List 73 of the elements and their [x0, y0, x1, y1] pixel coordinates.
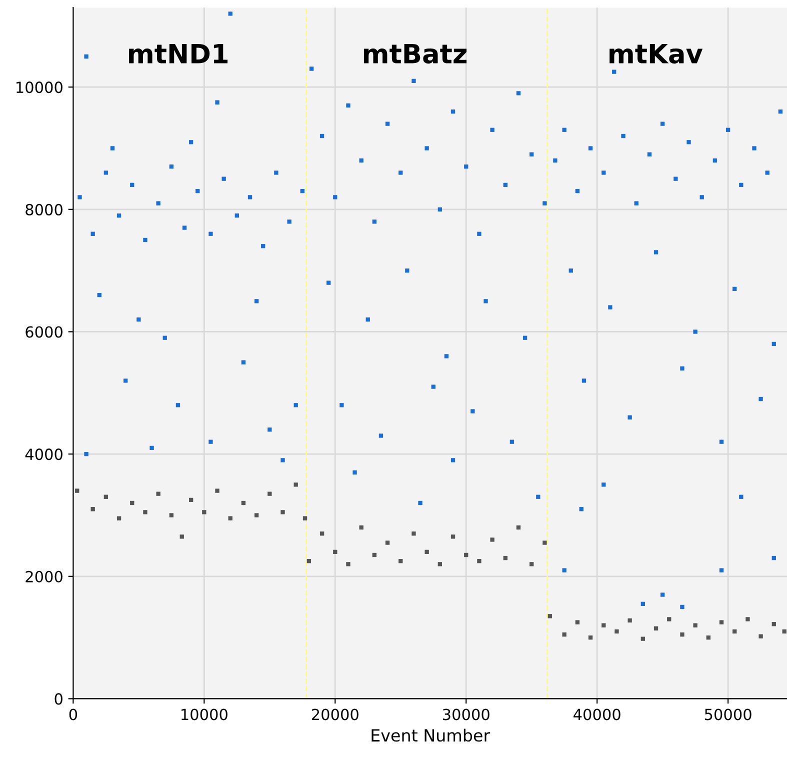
point	[412, 531, 416, 536]
point	[516, 525, 521, 530]
point	[575, 620, 580, 624]
point	[188, 498, 194, 502]
annotation: mtND1	[129, 44, 228, 64]
point	[490, 538, 494, 542]
x-tick-label: 20000	[312, 708, 358, 720]
point	[542, 540, 547, 545]
point	[75, 488, 80, 493]
point	[732, 629, 737, 634]
point	[254, 513, 259, 518]
point	[450, 534, 456, 539]
point	[372, 552, 377, 558]
point	[385, 540, 390, 545]
point	[464, 552, 468, 558]
point	[180, 534, 184, 539]
point	[706, 635, 710, 640]
point	[156, 492, 160, 496]
point	[640, 636, 646, 641]
point	[268, 492, 272, 496]
point	[202, 510, 206, 514]
annotation: mtBatz	[364, 44, 467, 64]
point	[438, 562, 442, 566]
point	[562, 632, 566, 637]
x-tick-label: 40000	[574, 708, 620, 720]
point	[530, 562, 534, 566]
point	[333, 550, 338, 554]
point	[359, 525, 364, 530]
point	[548, 614, 552, 618]
point	[398, 559, 403, 564]
x-tick-label: 50000	[704, 708, 752, 720]
point	[693, 623, 698, 628]
x-axis-title: Event Number	[372, 728, 490, 742]
point	[614, 629, 619, 634]
point	[241, 500, 246, 506]
point	[782, 629, 786, 634]
point	[772, 622, 776, 626]
point	[680, 632, 684, 637]
annotation: mtKav	[610, 44, 703, 64]
point	[719, 620, 724, 624]
point	[346, 562, 350, 566]
point	[215, 488, 220, 493]
point	[424, 550, 429, 554]
point	[104, 494, 108, 499]
point	[477, 559, 482, 564]
point	[130, 500, 134, 506]
point	[294, 482, 298, 487]
y-tick-label: 8000	[26, 204, 62, 216]
y-tick-label: 10000	[16, 82, 62, 94]
point	[306, 559, 312, 564]
point	[280, 510, 285, 514]
point	[320, 531, 324, 536]
point	[228, 516, 232, 520]
point	[746, 617, 750, 622]
x-tick-label: 30000	[442, 708, 490, 720]
y-tick-label: 0	[54, 693, 62, 705]
y-tick-label: 4000	[25, 448, 62, 460]
x-tick-label: 10000	[182, 708, 228, 720]
point	[758, 634, 763, 638]
y-tick-label: 6000	[26, 326, 62, 338]
point	[169, 513, 174, 518]
x-tick-label: 0	[69, 708, 78, 720]
point	[302, 516, 308, 520]
y-tick-label: 2000	[26, 570, 62, 582]
point	[588, 635, 593, 640]
point	[602, 623, 606, 628]
point	[90, 507, 95, 512]
point	[667, 617, 672, 622]
point	[654, 626, 658, 630]
point	[628, 618, 632, 623]
point	[143, 510, 148, 514]
point	[116, 516, 122, 520]
point	[503, 556, 508, 560]
